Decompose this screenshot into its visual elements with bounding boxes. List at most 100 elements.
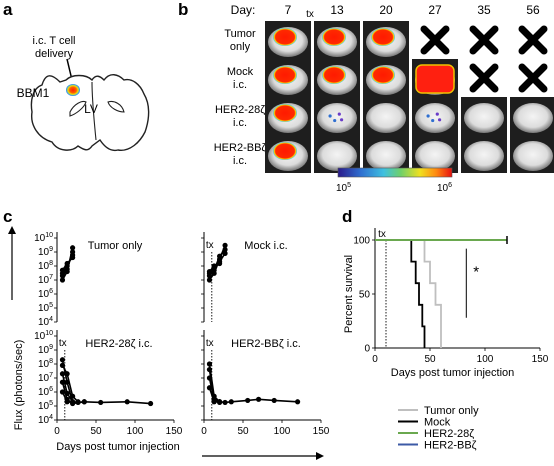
ventricle-right — [107, 100, 125, 113]
plot-title: Mock i.c. — [244, 240, 287, 252]
x-tick-label: 100 — [127, 426, 144, 437]
legend-entry: HER2-28ζ — [398, 428, 474, 440]
colorbar: 105 106 — [336, 167, 453, 194]
x-tick-label: 50 — [237, 426, 249, 437]
y-tick-label-base: 10 — [38, 373, 50, 384]
y-tick-label: 50 — [359, 290, 371, 301]
mouse-silhouette — [366, 103, 406, 133]
y-tick-label-base: 10 — [38, 247, 50, 258]
mouse-silhouette — [415, 141, 455, 171]
y-tick-label: 105 — [38, 302, 53, 314]
panel-label-c: c — [3, 207, 12, 226]
y-tick-label-base: 10 — [38, 359, 50, 370]
day-label-13: 13 — [330, 3, 344, 17]
tumor-signal-speck — [340, 118, 344, 122]
tx-label: tx — [206, 338, 214, 349]
flux-axis-arrowhead — [8, 226, 16, 234]
brain-midline — [91, 81, 97, 141]
imaging-cell — [420, 25, 450, 55]
tumor-signal — [371, 28, 395, 46]
tumor-signal-speck — [328, 114, 332, 118]
y-tick-label-exp: 6 — [49, 288, 53, 295]
data-point — [70, 245, 76, 251]
data-point — [217, 260, 223, 267]
tumor-signal — [273, 66, 297, 84]
death-x-icon — [420, 25, 450, 55]
tumor-signal-speck — [337, 112, 341, 116]
imaging-cell — [510, 135, 554, 173]
mouse-silhouette — [513, 141, 553, 171]
row-label-line1: HER2-BBζ — [214, 142, 267, 154]
legend-label: HER2-BBζ — [424, 440, 477, 452]
tumor-signal-speck — [426, 114, 430, 118]
tumor-signal — [273, 142, 297, 160]
y-tick-label-base: 10 — [38, 275, 50, 286]
y-tick-label-exp: 10 — [45, 232, 53, 239]
delivery-label-line2: delivery — [35, 48, 73, 60]
x-tick-label: 50 — [90, 426, 102, 437]
colorbar-gradient — [337, 167, 453, 178]
panel-a: a i.c. T cell delivery BBM1 LV — [3, 0, 150, 152]
imaging-cell — [314, 97, 360, 135]
y-tick-label: 106 — [38, 288, 53, 300]
y-tick-label-base: 10 — [38, 289, 50, 300]
y-tick-label-exp: 5 — [49, 400, 53, 407]
flux-axis-label: Flux (photons/sec) — [13, 340, 25, 430]
data-point — [211, 399, 217, 405]
y-tick-label: 107 — [38, 372, 53, 384]
row-label-line1: Tumor — [224, 28, 256, 40]
imaging-cell — [412, 135, 458, 173]
data-point — [217, 253, 223, 259]
ventricle-left — [69, 100, 87, 117]
data-point — [245, 397, 251, 404]
data-point — [59, 357, 66, 363]
imaging-grid: TumoronlyMocki.c.HER2-28ζi.c.HER2-BBζi.c… — [214, 21, 554, 173]
panel-label-a: a — [3, 0, 13, 19]
data-point — [206, 366, 213, 373]
data-point — [64, 371, 70, 377]
y-tick-label-exp: 9 — [49, 344, 53, 351]
row-label-line2: i.c. — [233, 117, 247, 129]
day-label-7: 7 — [285, 3, 292, 17]
tumor-signal-rim — [415, 64, 455, 94]
y-tick-label-base: 10 — [38, 387, 50, 398]
data-point — [81, 399, 87, 405]
y-tick-label-exp: 7 — [49, 372, 53, 379]
death-x-icon — [518, 25, 548, 55]
mouse-silhouette — [513, 103, 553, 133]
y-tick-label: 1010 — [34, 232, 53, 244]
panel-b: b Day: tx 7 13 20 27 35 56 TumoronlyMocki.c.H… — [178, 0, 554, 194]
tumor-signal — [371, 66, 395, 84]
imaging-cell — [412, 97, 458, 135]
y-tick-label: 0 — [364, 344, 370, 355]
data-point — [59, 379, 66, 385]
plot-title: HER2-BBζ i.c. — [231, 338, 301, 350]
y-tick-label: 100 — [353, 236, 370, 247]
day-header: Day: — [231, 3, 256, 17]
y-tick-label: 108 — [38, 358, 53, 370]
x-tick-label: 100 — [477, 354, 494, 365]
data-point — [222, 242, 228, 248]
y-tick-label: 104 — [38, 414, 53, 426]
mouse-silhouette — [464, 103, 504, 133]
x-tick-label: 150 — [532, 354, 549, 365]
y-tick-label-base: 10 — [38, 345, 50, 356]
tumor-signal-speck — [431, 118, 435, 123]
day-label-27: 27 — [428, 3, 442, 17]
imaging-cell — [510, 97, 554, 135]
imaging-cell — [363, 59, 409, 97]
legend-label: HER2-28ζ — [424, 428, 474, 440]
data-point — [59, 389, 66, 395]
days-axis-arrowhead — [316, 452, 324, 460]
imaging-cell — [461, 135, 507, 173]
flux-plot: Mock i.c. tx — [201, 232, 288, 323]
tumor-label: BBM1 — [17, 86, 50, 100]
imaging-cell — [469, 63, 499, 93]
day-label-35: 35 — [477, 3, 491, 17]
ventricle-label: LV — [84, 102, 98, 116]
data-point — [98, 399, 104, 406]
